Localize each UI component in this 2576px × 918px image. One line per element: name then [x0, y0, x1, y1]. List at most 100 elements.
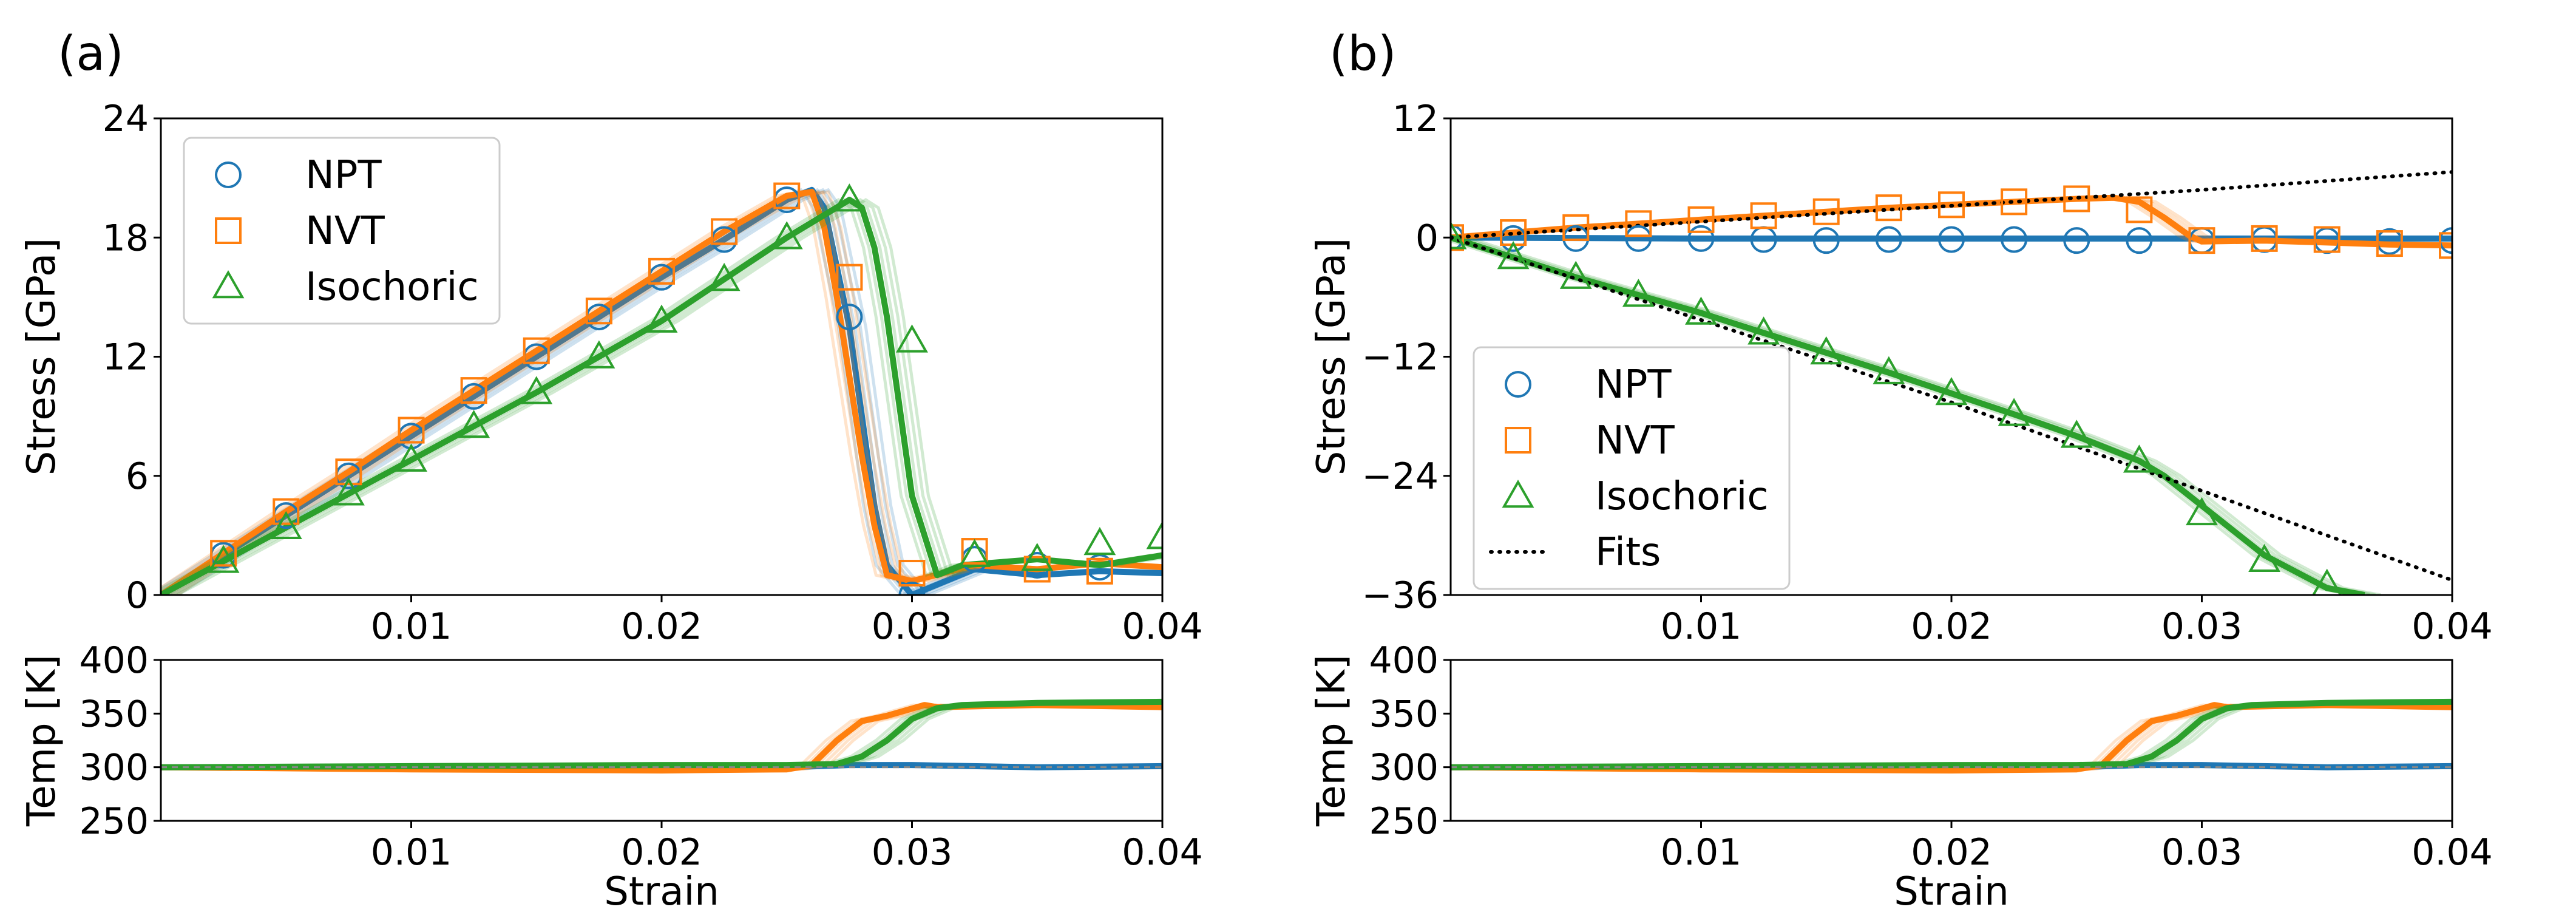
- data-point-nvt: [1086, 557, 1113, 585]
- legend-isochoric-swatch: [1502, 479, 1534, 508]
- data-point-nvt: [210, 540, 237, 567]
- data-point-isochoric: [645, 304, 678, 333]
- data-point-nvt: [1875, 194, 1902, 222]
- data-point-isochoric: [1497, 240, 1530, 270]
- series-ensemble-line: [177, 703, 1162, 772]
- data-point-isochoric: [395, 443, 427, 472]
- y-tick-label: 12: [1392, 98, 1439, 140]
- x-tick-label: 0.01: [1661, 605, 1742, 648]
- chart-panel-3: 250 300 350 400 0.01 0.02 0.03 0.04 Temp [K] Stra…: [1309, 639, 2493, 914]
- series-ensemble-line: [1461, 700, 2452, 769]
- data-point-nvt: [335, 458, 362, 486]
- data-point-isochoric: [1935, 376, 1968, 406]
- series-ensemble-line: [1451, 703, 2442, 772]
- series-line-nvt: [161, 189, 1162, 595]
- fit-line: [1451, 170, 2452, 240]
- data-point-nvt: [523, 337, 550, 364]
- series-ensemble-line: [171, 198, 1162, 595]
- series-line-isochoric: [161, 197, 1162, 595]
- axes-frame: [160, 659, 1164, 822]
- data-point-nvt: [2126, 196, 2153, 223]
- data-point-nvt: [836, 264, 863, 291]
- plot-area: [1451, 170, 2452, 595]
- y-axis-label: Temp [K]: [19, 654, 64, 827]
- series-ensemble-line: [176, 198, 1162, 595]
- legend-label: NPT: [1595, 362, 1672, 407]
- y-axis-label: Stress [GPa]: [19, 238, 64, 476]
- data-point-nvt: [2439, 232, 2452, 259]
- x-tick-label: 0.03: [2161, 605, 2243, 648]
- legend-label: Fits: [1595, 530, 1661, 575]
- data-point-isochoric: [1873, 356, 1905, 384]
- x-tick-label: 0.01: [1661, 831, 1742, 874]
- chart-panel-1: 250 300 350 400 0.01 0.02 0.03 0.04 Temp [K] Stra…: [19, 639, 1203, 914]
- data-point-nvt: [2001, 188, 2028, 216]
- data-point-isochoric: [1810, 336, 1843, 365]
- axes-frame: [1449, 659, 2453, 822]
- y-tick-label: −12: [1361, 336, 1439, 379]
- y-tick-label: 400: [79, 639, 149, 682]
- data-point-isochoric: [1622, 279, 1655, 307]
- series-line-isochoric: [1451, 698, 2452, 770]
- data-point-isochoric: [1146, 521, 1162, 549]
- x-tick-label: 0.01: [371, 605, 452, 648]
- data-point-npt: [898, 582, 926, 595]
- data-point-isochoric: [896, 324, 928, 353]
- data-point-isochoric: [1451, 221, 1467, 250]
- data-point-isochoric: [207, 545, 240, 573]
- x-tick-label: 0.02: [621, 605, 702, 648]
- x-tick-label: 0.04: [1122, 605, 1203, 648]
- series-ensemble-line: [161, 703, 1158, 772]
- series-ensemble-line: [166, 703, 1162, 772]
- data-point-isochoric: [520, 376, 553, 404]
- y-tick-label: 0: [126, 574, 149, 617]
- series-line-npt: [1451, 234, 2452, 242]
- data-point-isochoric: [1998, 398, 2030, 426]
- x-tick-label: 0.02: [621, 831, 702, 874]
- fit-line: [1451, 236, 2452, 582]
- data-point-nvt: [2188, 227, 2215, 254]
- legend-label: NVT: [1595, 418, 1675, 463]
- y-axis-label: Stress [GPa]: [1309, 238, 1354, 476]
- data-point-nvt: [1938, 191, 1965, 219]
- data-point-isochoric: [2248, 543, 2281, 573]
- data-point-isochoric: [2186, 497, 2218, 526]
- data-point-isochoric: [833, 183, 866, 212]
- data-point-nvt: [2376, 230, 2403, 257]
- y-tick-label: 250: [1369, 800, 1439, 843]
- data-point-isochoric: [332, 477, 365, 506]
- series-ensemble-line: [1451, 703, 2447, 772]
- panel-label: (b): [1329, 27, 1396, 81]
- data-point-nvt: [2063, 185, 2090, 212]
- data-point-nvt: [2313, 226, 2340, 253]
- data-point-nvt: [711, 218, 738, 245]
- y-tick-label: 300: [79, 747, 149, 789]
- x-tick-label: 0.03: [2161, 831, 2243, 874]
- y-tick-label: −36: [1361, 574, 1439, 617]
- data-point-isochoric: [2060, 420, 2093, 448]
- data-point-isochoric: [1559, 260, 1592, 289]
- series-ensemble-line: [1466, 700, 2452, 769]
- plot-area: [1451, 698, 2452, 773]
- y-tick-label: 12: [103, 336, 149, 379]
- y-tick-label: 350: [1369, 693, 1439, 735]
- data-point-nvt: [1750, 202, 1777, 229]
- y-tick-label: −24: [1361, 455, 1439, 498]
- data-point-nvt: [1562, 214, 1590, 241]
- data-point-isochoric: [958, 539, 991, 567]
- x-tick-label: 0.04: [2412, 831, 2493, 874]
- legend: NPT NVT Isochoric Fits: [1473, 346, 1791, 590]
- data-point-nvt: [1812, 198, 1840, 225]
- data-point-npt: [1875, 226, 1902, 253]
- series-ensemble-line: [161, 703, 1152, 772]
- data-point-npt: [2126, 227, 2153, 254]
- data-point-isochoric: [2311, 568, 2342, 595]
- x-tick-label: 0.04: [2412, 605, 2493, 648]
- series-ensemble-line: [1456, 700, 2452, 769]
- y-tick-label: 6: [126, 455, 149, 498]
- legend-label: Isochoric: [305, 265, 479, 310]
- data-point-nvt: [2251, 225, 2278, 252]
- series-ensemble-line: [171, 188, 1162, 595]
- data-point-npt: [1625, 225, 1652, 252]
